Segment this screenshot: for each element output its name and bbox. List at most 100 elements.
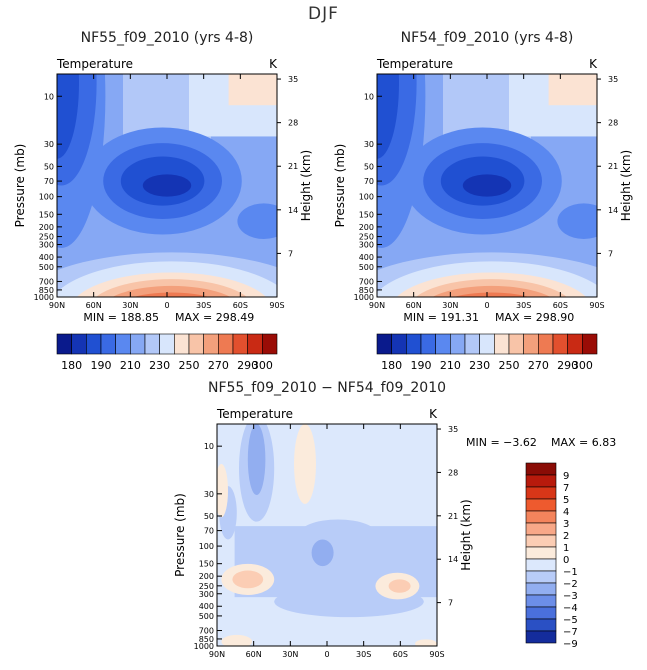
colorbar-swatch xyxy=(100,333,116,355)
colorbar-swatch xyxy=(464,333,480,355)
colorbar-swatch xyxy=(56,333,72,355)
colorbar-label: −1 xyxy=(563,567,578,578)
variable-label: Temperature xyxy=(216,407,293,421)
contour-band xyxy=(377,74,399,159)
height-tick-label: 14 xyxy=(448,555,458,564)
height-tick-label: 7 xyxy=(448,599,453,608)
y-tick-label: 30 xyxy=(204,490,214,499)
colorbar-swatch xyxy=(567,333,583,355)
colorbar-swatch xyxy=(203,333,219,355)
colorbar-label: 210 xyxy=(120,359,141,372)
x-tick-label: 90S xyxy=(429,650,444,659)
y-tick-label: 250 xyxy=(199,582,214,591)
y-axis-label: Pressure (mb) xyxy=(13,144,27,228)
colorbar-label: 270 xyxy=(208,359,229,372)
colorbar-swatch xyxy=(525,486,557,500)
y-tick-label: 400 xyxy=(359,253,374,262)
y-tick-label: 200 xyxy=(359,223,374,232)
chart-title: NF55_f09_2010 (yrs 4-8) xyxy=(81,30,254,46)
y-tick-label: 150 xyxy=(39,210,54,219)
y-tick-label: 300 xyxy=(39,241,54,250)
y-tick-label: 30 xyxy=(44,140,54,149)
x-tick-label: 90N xyxy=(369,301,385,310)
colorbar-swatch xyxy=(376,333,392,355)
colorbar-label: 190 xyxy=(411,359,432,372)
x-tick-label: 30S xyxy=(356,650,371,659)
colorbar-swatch xyxy=(71,333,87,355)
colorbar-swatch xyxy=(525,582,557,596)
y-tick-label: 200 xyxy=(199,572,214,581)
colorbar-label: 180 xyxy=(381,359,402,372)
y-axis-label: Pressure (mb) xyxy=(333,144,347,228)
colorbar-label: 230 xyxy=(469,359,490,372)
colorbar-swatch xyxy=(391,333,407,355)
colorbar-label: −2 xyxy=(563,579,578,590)
contour-band xyxy=(217,623,437,629)
y-tick-label: 500 xyxy=(39,263,54,272)
x-tick-label: 60N xyxy=(86,301,102,310)
min-value-label: MIN = 188.85 xyxy=(83,311,159,324)
height-tick-label: 35 xyxy=(288,75,298,84)
colorbar-swatch xyxy=(525,534,557,548)
colorbar-swatch xyxy=(582,333,598,355)
colorbar-swatch xyxy=(525,594,557,608)
colorbar-swatch xyxy=(525,606,557,620)
height-tick-label: 21 xyxy=(448,512,458,521)
colorbar-label: 300 xyxy=(572,359,593,372)
x-tick-label: 0 xyxy=(164,301,169,310)
y-tick-label: 100 xyxy=(359,193,374,202)
colorbar-swatch xyxy=(86,333,102,355)
height-tick-label: 7 xyxy=(608,249,613,258)
colorbar-swatch xyxy=(435,333,451,355)
colorbar-swatch xyxy=(525,510,557,524)
y-tick-label: 1000 xyxy=(34,293,54,302)
contour-band xyxy=(221,634,253,646)
colorbar-label: 270 xyxy=(528,359,549,372)
chart-title: NF54_f09_2010 (yrs 4-8) xyxy=(401,30,574,46)
y-tick-label: 70 xyxy=(44,177,54,186)
height-tick-label: 21 xyxy=(288,162,298,171)
colorbar-swatch xyxy=(406,333,422,355)
height-tick-label: 28 xyxy=(448,468,458,477)
chart-panel: NF54_f09_2010 (yrs 4-8) Temperature K 90N 60… xyxy=(333,30,633,372)
colorbar-label: 300 xyxy=(252,359,273,372)
colorbar-swatch xyxy=(479,333,495,355)
chart-title: NF55_f09_2010 − NF54_f09_2010 xyxy=(208,380,446,396)
colorbar-swatch xyxy=(494,333,510,355)
colorbar-swatch xyxy=(525,498,557,512)
colorbar-swatch xyxy=(525,570,557,584)
colorbar-swatch xyxy=(525,546,557,560)
y-tick-label: 850 xyxy=(199,635,214,644)
y-tick-label: 700 xyxy=(39,277,54,286)
contour-band xyxy=(557,203,597,240)
height-tick-label: 14 xyxy=(288,206,298,215)
y-tick-label: 300 xyxy=(199,590,214,599)
height-tick-label: 14 xyxy=(608,206,618,215)
colorbar-label: −4 xyxy=(563,603,578,614)
chart-panel: NF55_f09_2010 (yrs 4-8) Temperature K 90N 60… xyxy=(13,30,313,372)
y-tick-label: 250 xyxy=(359,233,374,242)
variable-label: Temperature xyxy=(376,57,453,71)
colorbar-label: −3 xyxy=(563,591,578,602)
y-tick-label: 850 xyxy=(359,286,374,295)
y-tick-label: 1000 xyxy=(194,642,214,651)
height-axis-label: Height (km) xyxy=(299,150,313,221)
x-tick-label: 30N xyxy=(442,301,458,310)
x-tick-label: 30S xyxy=(516,301,531,310)
contour-band xyxy=(415,639,437,646)
x-tick-label: 90S xyxy=(589,301,604,310)
colorbar-swatch xyxy=(115,333,131,355)
x-tick-label: 60N xyxy=(406,301,422,310)
colorbar-label: 210 xyxy=(440,359,461,372)
height-tick-label: 28 xyxy=(608,119,618,128)
colorbar-swatch xyxy=(525,630,557,644)
colorbar-label: 180 xyxy=(61,359,82,372)
colorbar-swatch xyxy=(159,333,175,355)
contour-band xyxy=(112,285,231,297)
contour-band xyxy=(247,424,266,496)
min-value-label: MIN = 191.31 xyxy=(403,311,479,324)
y-tick-label: 30 xyxy=(364,140,374,149)
height-tick-label: 35 xyxy=(448,425,458,434)
contour-band xyxy=(232,570,264,589)
